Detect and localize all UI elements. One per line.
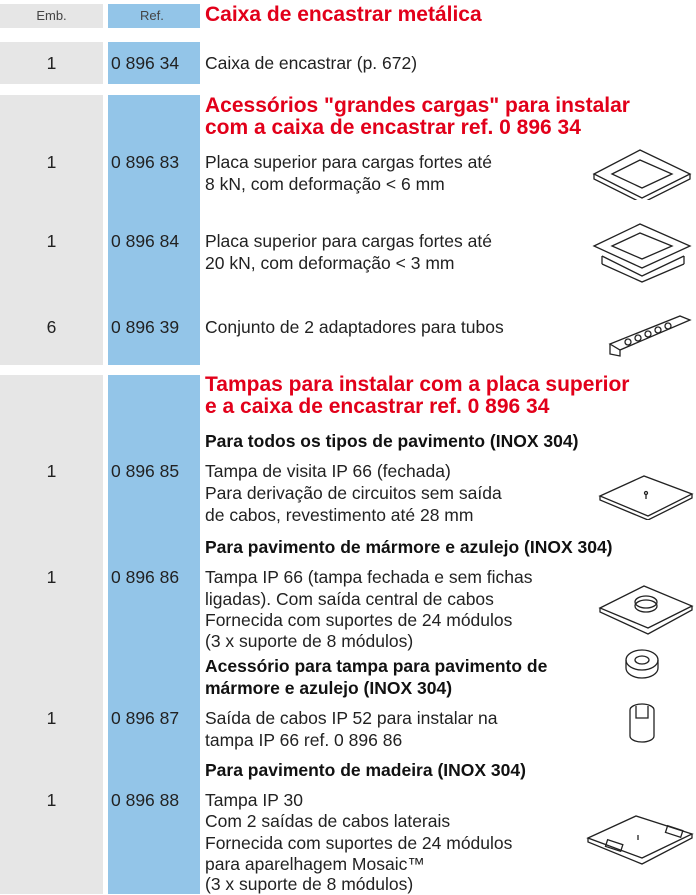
quantity: 1 xyxy=(46,152,57,172)
section-title: com a caixa de encastrar ref. 0 896 34 xyxy=(205,116,581,139)
description: Saída de cabos IP 52 para instalar na xyxy=(205,708,498,728)
quantity: 1 xyxy=(46,231,57,251)
section-title: e a caixa de encastrar ref. 0 896 34 xyxy=(205,395,550,418)
cover-icon xyxy=(598,475,694,520)
subheading: Para todos os tipos de pavimento (INOX 3… xyxy=(205,431,579,451)
emb-header: Emb. xyxy=(36,8,67,23)
subheading: Acessório para tampa para pavimento de xyxy=(205,656,548,676)
description: Placa superior para cargas fortes até xyxy=(205,231,492,251)
quantity: 1 xyxy=(46,461,57,481)
description: (3 x suporte de 8 módulos) xyxy=(205,631,414,651)
quantity: 1 xyxy=(46,53,57,73)
description: tampa IP 66 ref. 0 896 86 xyxy=(205,730,403,750)
adapter-icon xyxy=(608,315,692,357)
section-title: Acessórios "grandes cargas" para instala… xyxy=(205,94,630,117)
reference: 0 896 88 xyxy=(111,790,180,810)
reference: 0 896 87 xyxy=(111,708,180,728)
ref-header: Ref. xyxy=(140,8,164,23)
description: de cabos, revestimento até 28 mm xyxy=(205,505,474,525)
quantity: 6 xyxy=(46,317,57,337)
ref-column xyxy=(108,95,200,365)
subheading: Para pavimento de mármore e azulejo (INO… xyxy=(205,537,613,557)
cover-icon xyxy=(598,585,694,635)
quantity: 1 xyxy=(46,708,57,728)
reference: 0 896 85 xyxy=(111,461,180,481)
description: Tampa IP 30 xyxy=(205,790,303,810)
page-title: Caixa de encastrar metálica xyxy=(205,3,482,26)
description: ligadas). Com saída central de cabos xyxy=(205,589,494,609)
emb-header-cell xyxy=(0,4,103,28)
description: Placa superior para cargas fortes até xyxy=(205,152,492,172)
emb-column xyxy=(0,95,103,365)
description: (3 x suporte de 8 módulos) xyxy=(205,874,414,894)
description: Fornecida com suportes de 24 módulos xyxy=(205,610,513,630)
cover-icon xyxy=(586,815,694,865)
section-title: Tampas para instalar com a placa superio… xyxy=(205,373,630,396)
reference: 0 896 84 xyxy=(111,231,180,251)
description: Com 2 saídas de cabos laterais xyxy=(205,811,451,831)
reference: 0 896 86 xyxy=(111,567,180,587)
description: Conjunto de 2 adaptadores para tubos xyxy=(205,317,504,337)
subheading: Para pavimento de madeira (INOX 304) xyxy=(205,760,526,780)
emb-column xyxy=(0,42,103,84)
description: 8 kN, com deformação < 6 mm xyxy=(205,174,445,194)
cable-outlet-icon xyxy=(625,649,659,743)
description: Tampa IP 66 (tampa fechada e sem fichas xyxy=(205,567,533,587)
reference: 0 896 83 xyxy=(111,152,180,172)
ref-column xyxy=(108,375,200,894)
description: Fornecida com suportes de 24 módulos xyxy=(205,833,513,853)
description: para aparelhagem Mosaic™ xyxy=(205,854,425,874)
ref-column xyxy=(108,42,200,84)
subheading: mármore e azulejo (INOX 304) xyxy=(205,678,453,698)
description: Tampa de visita IP 66 (fechada) xyxy=(205,461,451,481)
description: Caixa de encastrar (p. 672) xyxy=(205,53,418,73)
ref-header-cell xyxy=(108,4,200,28)
quantity: 1 xyxy=(46,790,57,810)
quantity: 1 xyxy=(46,567,57,587)
description: 20 kN, com deformação < 3 mm xyxy=(205,253,455,273)
description: Para derivação de circuitos sem saída xyxy=(205,483,502,503)
plate-icon xyxy=(592,149,692,200)
emb-column xyxy=(0,375,103,894)
reference: 0 896 34 xyxy=(111,53,180,73)
reference: 0 896 39 xyxy=(111,317,180,337)
plate-icon xyxy=(592,223,692,283)
